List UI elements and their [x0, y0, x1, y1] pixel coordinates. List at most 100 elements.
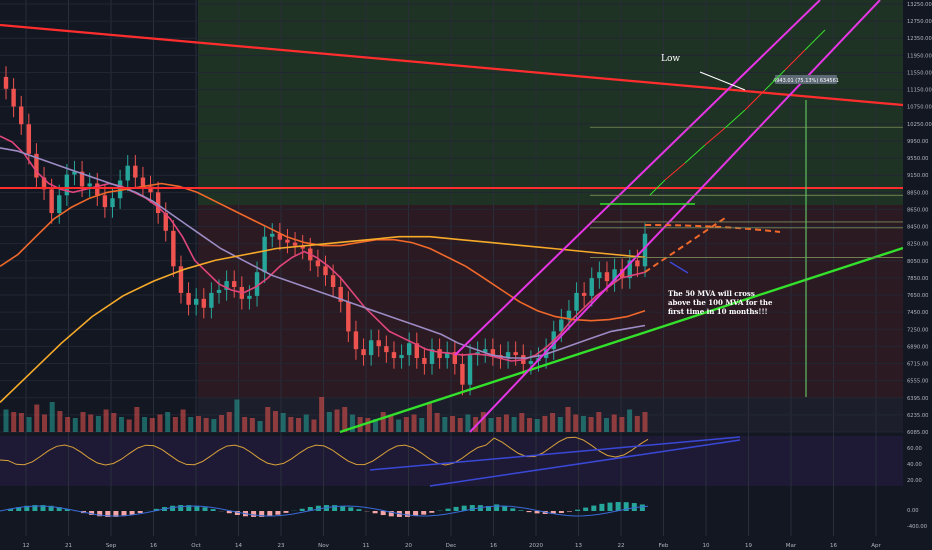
- x-tick-label: 14: [235, 543, 242, 549]
- candle: [155, 192, 161, 214]
- volume-bar: [272, 411, 278, 432]
- resistance-trendline: [0, 23, 904, 107]
- candle: [11, 88, 16, 107]
- volume-bar: [349, 414, 355, 432]
- candle: [437, 349, 442, 359]
- y-tick-label: 7450.00: [907, 310, 928, 316]
- volume-bar: [527, 418, 533, 432]
- y-tick-label: 9150.00: [907, 173, 928, 179]
- volume-bar: [373, 419, 379, 432]
- volume-bar: [72, 418, 78, 432]
- candle: [193, 298, 199, 305]
- y-tick-label: 8850.00: [907, 190, 928, 196]
- x-tick-label: 2020: [529, 543, 543, 549]
- macd-bar: [315, 505, 321, 511]
- macd-bar: [599, 503, 605, 511]
- rsi-trendline-lower: [429, 439, 741, 487]
- projection-arrow: [664, 162, 686, 181]
- candle: [292, 242, 298, 246]
- macd-bar: [575, 509, 581, 511]
- y-tick-label: 11150.00: [907, 88, 932, 94]
- macd-bar: [89, 511, 95, 515]
- rsi-panel: [0, 436, 741, 487]
- x-tick-label: 16: [490, 543, 497, 549]
- x-tick-label: 20: [405, 543, 412, 549]
- x-tick-label: 11: [363, 543, 370, 549]
- x-tick-label: Feb: [659, 543, 669, 549]
- y-tick-label: 8650.00: [907, 207, 928, 213]
- x-tick-label: 13: [575, 543, 582, 549]
- candle: [26, 124, 32, 154]
- y-tick-label: 7650.00: [907, 293, 928, 299]
- candle: [429, 349, 435, 364]
- ma100-line: [0, 182, 646, 322]
- projection-arrow: [804, 29, 826, 51]
- macd-bar: [567, 511, 572, 512]
- macd-bar: [372, 511, 378, 514]
- candle: [619, 269, 625, 279]
- y-tick-label: 8250.00: [907, 242, 928, 248]
- x-axis: 12 21 Sep 16 Oct 14 23 Nov 11 20 Dec 16 2020 13 22 Feb 1…: [23, 543, 882, 549]
- y-tick-label: 6085.00: [907, 430, 928, 436]
- annotation-low: Low: [661, 54, 681, 64]
- candle: [467, 355, 473, 385]
- volume-bar: [142, 417, 148, 432]
- volume-bar: [49, 402, 55, 432]
- y-tick-label: 9550.00: [907, 156, 928, 162]
- support-trendline: [339, 246, 904, 434]
- candle: [406, 343, 412, 356]
- rsi-tick-label: 60.00: [907, 446, 922, 452]
- y-tick-label: 7850.00: [907, 276, 928, 282]
- macd-bar: [510, 508, 516, 511]
- macd-bar: [170, 505, 176, 511]
- volume-bar: [596, 412, 602, 432]
- volume-bar: [488, 418, 494, 432]
- macd-bar: [502, 506, 508, 511]
- volume-bar: [503, 414, 509, 432]
- volume-bar: [41, 414, 47, 432]
- volume-bar: [203, 418, 209, 432]
- macd-bar: [461, 505, 467, 511]
- macd-bar: [332, 505, 338, 511]
- annotation-ma-cross: The 50 MVA will cross above the 100 MVA …: [668, 289, 773, 316]
- volume-bar: [465, 414, 471, 432]
- macd-line: [0, 505, 649, 517]
- macd-bar: [534, 511, 540, 514]
- y-tick-label: 6555.00: [907, 379, 928, 385]
- y-tick-label: 12750.00: [907, 19, 932, 25]
- macd-bar: [583, 507, 589, 511]
- candle: [262, 236, 267, 273]
- volume-bar: [426, 402, 432, 432]
- candle: [445, 352, 450, 359]
- volume-bar: [34, 404, 40, 432]
- candle: [87, 183, 92, 187]
- volume-bar: [403, 417, 409, 432]
- candle: [125, 165, 130, 181]
- candle: [285, 239, 290, 243]
- y-tick-label: 11550.00: [907, 70, 932, 76]
- volume-bar: [557, 417, 563, 432]
- candle: [163, 213, 168, 231]
- macd-bar: [591, 505, 597, 511]
- grid: [0, 0, 903, 536]
- ma100-projection: [644, 224, 781, 233]
- macd-bar: [494, 504, 500, 511]
- volume-bar: [550, 413, 556, 432]
- candle: [34, 153, 39, 178]
- candle: [57, 195, 62, 214]
- y-tick-label: 6890.00: [907, 344, 928, 350]
- candle: [79, 171, 85, 187]
- y-axis-bg: [903, 0, 932, 550]
- candles: [3, 66, 648, 396]
- projection-arrow: [764, 69, 786, 91]
- volume-bar: [188, 417, 194, 432]
- volume-bar: [588, 417, 594, 432]
- ma50-projection: [644, 217, 726, 273]
- macd-bar: [251, 511, 257, 517]
- volume-bar: [326, 412, 332, 432]
- x-tick-label: Dec: [446, 543, 457, 549]
- y-tick-label: 11950.00: [907, 53, 932, 59]
- volume-bar: [303, 414, 309, 432]
- candle: [201, 298, 206, 308]
